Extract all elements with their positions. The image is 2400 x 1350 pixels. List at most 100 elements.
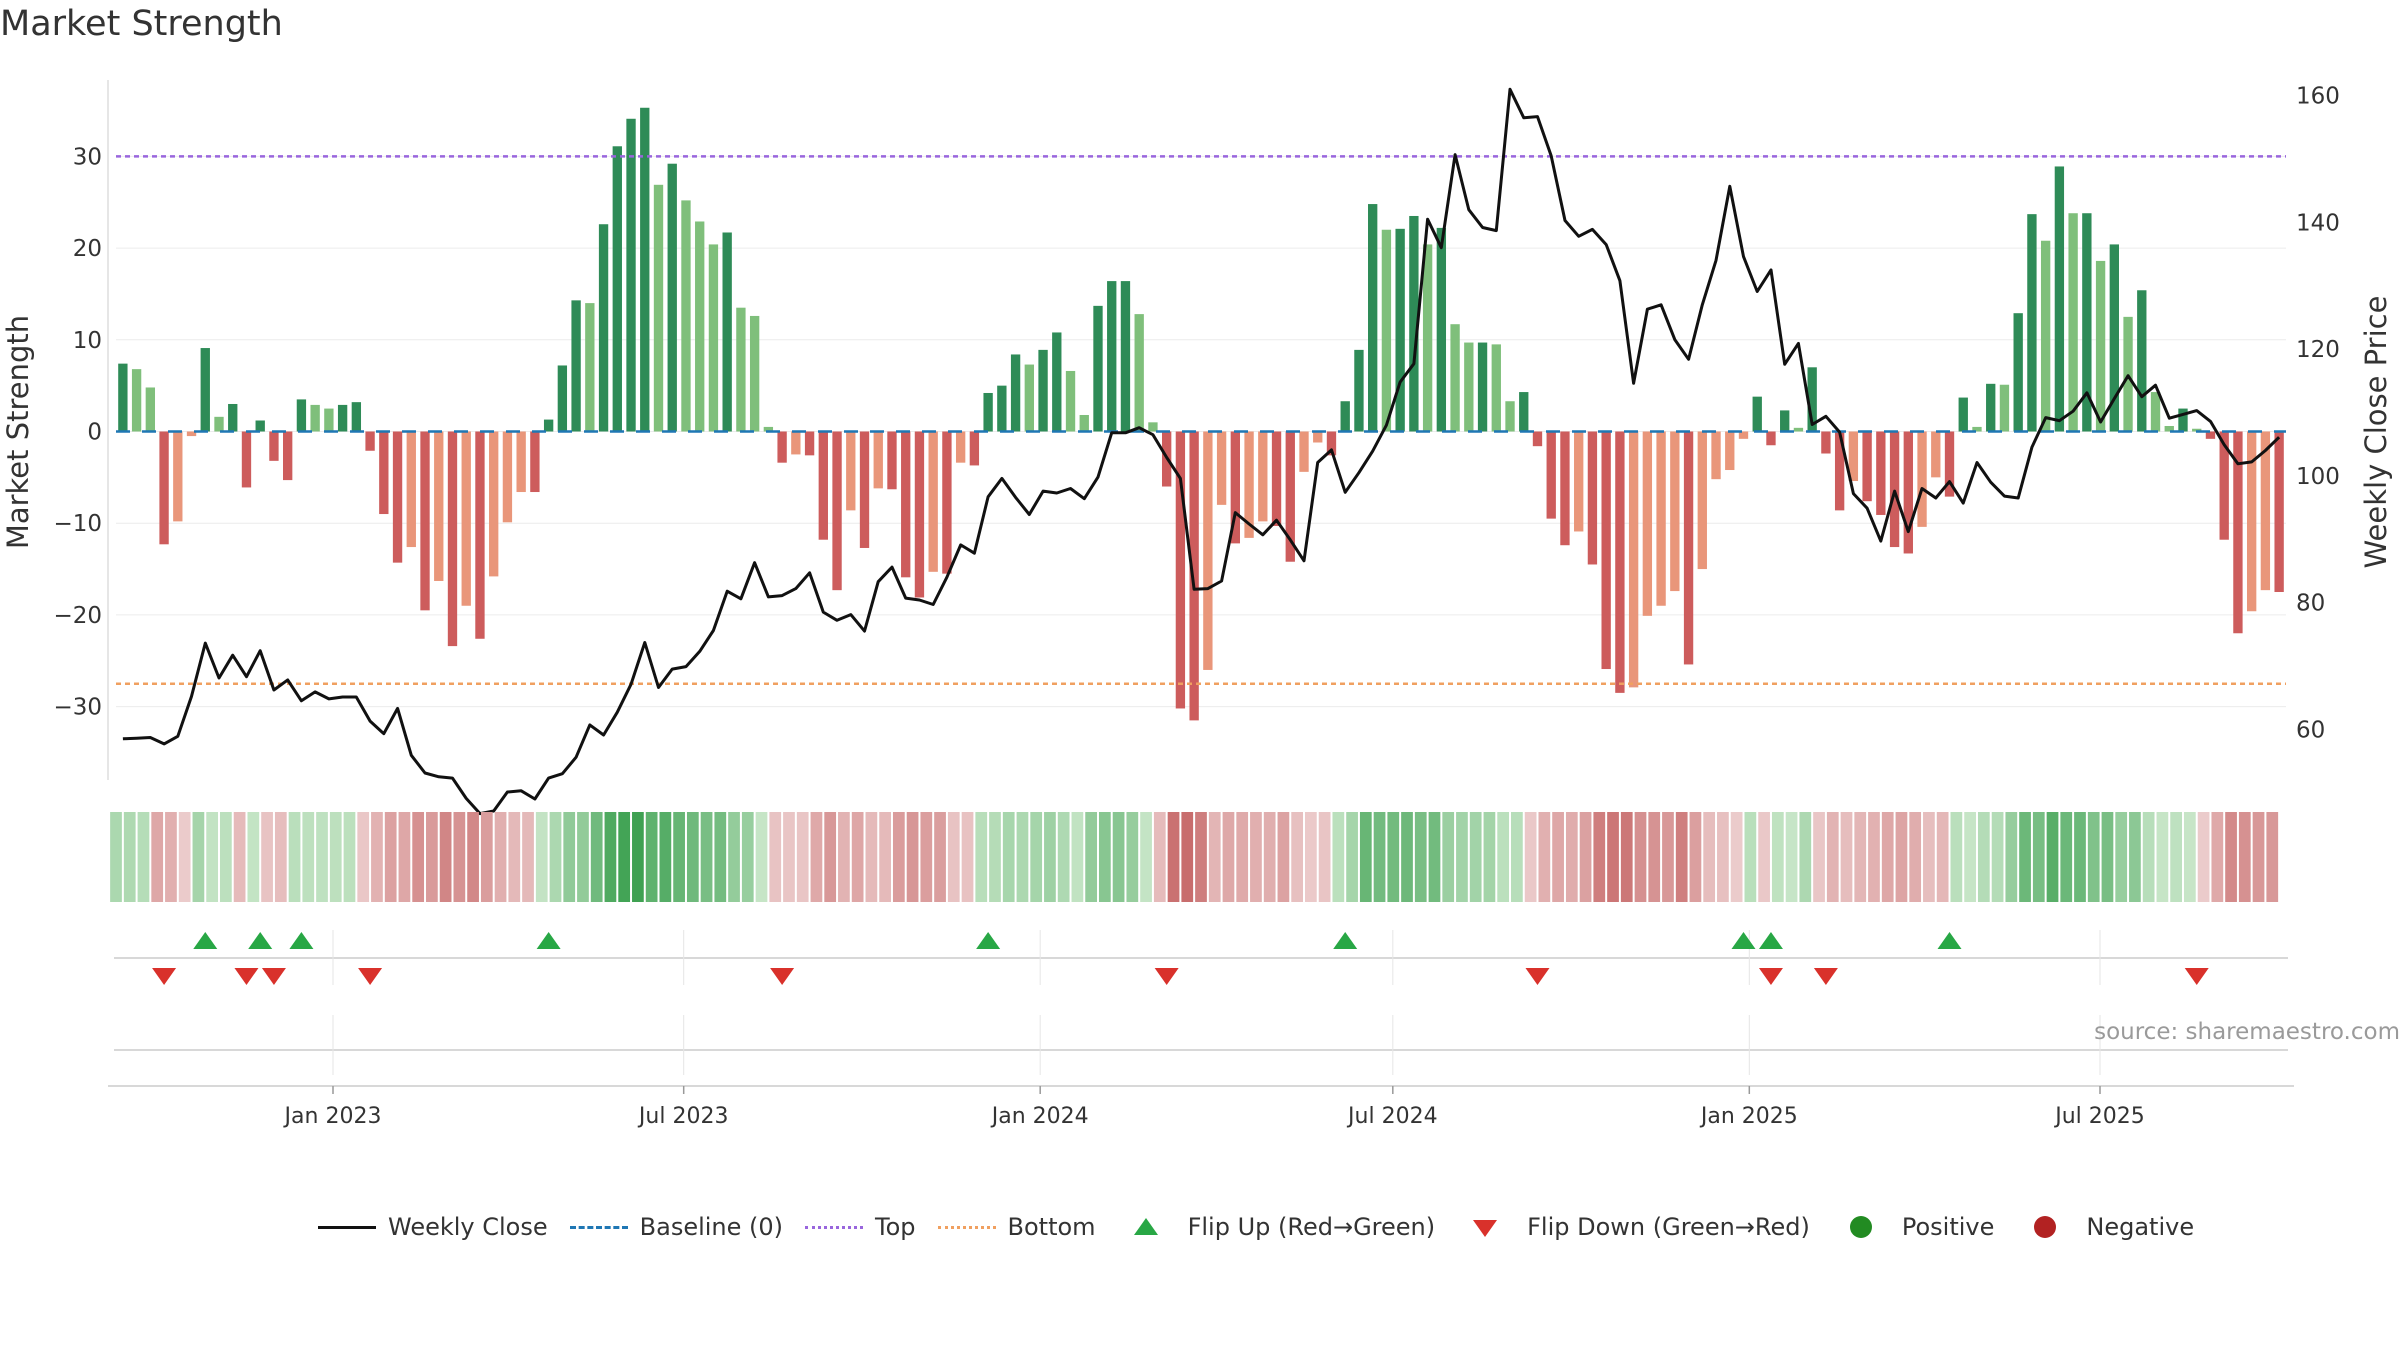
regime-cell — [934, 812, 946, 902]
regime-cell — [879, 812, 891, 902]
flip-down-marker — [152, 968, 177, 985]
strength-bar — [351, 402, 362, 432]
strength-bar — [887, 431, 897, 490]
regime-cell — [398, 812, 411, 902]
strength-bar — [1175, 431, 1186, 709]
strength-bar — [1477, 342, 1488, 432]
regime-cell — [604, 812, 617, 902]
regime-cell — [1689, 812, 1702, 902]
strength-bar — [269, 431, 279, 461]
legend-label: Top — [875, 1213, 916, 1241]
flip-up-marker — [248, 932, 273, 949]
regime-cell — [2032, 812, 2045, 902]
strength-bar — [365, 431, 375, 451]
regime-cell — [920, 812, 933, 902]
regime-cell — [1991, 812, 2004, 902]
regime-cell — [1511, 812, 1523, 902]
strength-bar — [2274, 431, 2284, 592]
regime-cell — [1813, 812, 1825, 902]
regime-cell — [206, 812, 219, 902]
regime-cell — [2101, 812, 2114, 902]
strength-bar — [324, 408, 334, 432]
strength-bar — [571, 300, 581, 432]
strength-bar — [530, 431, 540, 493]
strength-bar — [585, 303, 595, 432]
strength-bar — [1271, 431, 1282, 526]
strength-bar — [1079, 414, 1089, 432]
regime-cell — [700, 812, 713, 902]
regime-cell — [192, 812, 205, 902]
strength-bar — [2164, 425, 2174, 432]
regime-cell — [247, 812, 260, 902]
legend-item-top[interactable]: Top — [805, 1213, 916, 1241]
strength-bar — [2095, 260, 2106, 432]
regime-cell — [851, 812, 864, 902]
legend-label: Bottom — [1007, 1213, 1096, 1241]
regime-cell — [1112, 812, 1125, 902]
strength-bar — [2205, 431, 2216, 439]
source-label: source: sharemaestro.com — [2094, 1019, 2400, 1045]
regime-cell — [1428, 812, 1441, 902]
strength-bar — [873, 431, 883, 489]
strength-bar — [1889, 431, 1900, 548]
strength-bar — [1505, 401, 1515, 432]
regime-cell — [1332, 812, 1345, 902]
flip-up-marker — [1333, 932, 1358, 949]
regime-cell — [1085, 812, 1097, 902]
strength-bar — [626, 118, 636, 432]
regime-cell — [467, 812, 479, 902]
legend-item-weekly-close[interactable]: Weekly Close — [318, 1213, 548, 1241]
dotted-line-icon — [937, 1215, 996, 1239]
strength-bar — [1258, 431, 1268, 522]
legend-label: Flip Up (Red→Green) — [1187, 1213, 1436, 1241]
regime-cell — [1840, 812, 1853, 902]
regime-cell — [1305, 812, 1317, 902]
strength-bar — [1628, 431, 1639, 688]
legend-item-positive[interactable]: Positive — [1832, 1213, 1994, 1241]
legend-item-bottom[interactable]: Bottom — [937, 1213, 1096, 1241]
strength-bar — [1148, 422, 1158, 432]
strength-bar — [901, 431, 911, 578]
regime-cell — [632, 812, 644, 902]
strength-bar — [1313, 431, 1323, 443]
strength-bar — [653, 184, 664, 432]
regime-cell — [645, 812, 658, 902]
flip-up-marker — [1758, 932, 1783, 949]
legend-item-flip-down[interactable]: Flip Down (Green→Red) — [1457, 1213, 1810, 1241]
regime-cell — [1881, 812, 1894, 902]
regime-cell — [480, 812, 493, 902]
regime-cell — [1977, 812, 1990, 902]
strength-bar — [928, 431, 938, 572]
strength-bar — [118, 363, 128, 432]
strength-bar — [1409, 215, 1419, 432]
strength-bar — [2054, 166, 2065, 432]
regime-cell — [1414, 812, 1427, 902]
strength-bar — [1244, 431, 1254, 538]
strength-bar — [942, 431, 952, 574]
strength-bar — [846, 431, 856, 511]
strength-bar — [2178, 408, 2188, 432]
regime-cell — [1236, 812, 1249, 902]
strength-bar — [681, 200, 691, 432]
regime-cell — [1923, 812, 1935, 902]
regime-cell — [110, 812, 122, 902]
legend-item-flip-up[interactable]: Flip Up (Red→Green) — [1118, 1213, 1436, 1241]
flip-up-marker — [289, 932, 314, 949]
regime-cell — [2183, 812, 2196, 902]
regime-cell — [453, 812, 466, 902]
regime-cell — [1456, 812, 1468, 902]
legend-item-baseline[interactable]: Baseline (0) — [569, 1213, 783, 1241]
regime-cell — [439, 812, 452, 902]
flip-down-marker — [1813, 968, 1838, 985]
legend-item-negative[interactable]: Negative — [2016, 1213, 2194, 1241]
strength-bar — [1285, 431, 1295, 562]
y2-tick-label: 60 — [2296, 717, 2325, 743]
regime-cell — [1964, 812, 1976, 902]
strength-bar — [296, 399, 307, 432]
regime-cell — [1497, 812, 1510, 902]
strength-bar — [1986, 383, 1996, 432]
regime-cell — [989, 812, 1001, 902]
strength-bar — [1381, 229, 1392, 432]
y-tick-label: 30 — [73, 144, 102, 170]
regime-cell — [1387, 812, 1400, 902]
